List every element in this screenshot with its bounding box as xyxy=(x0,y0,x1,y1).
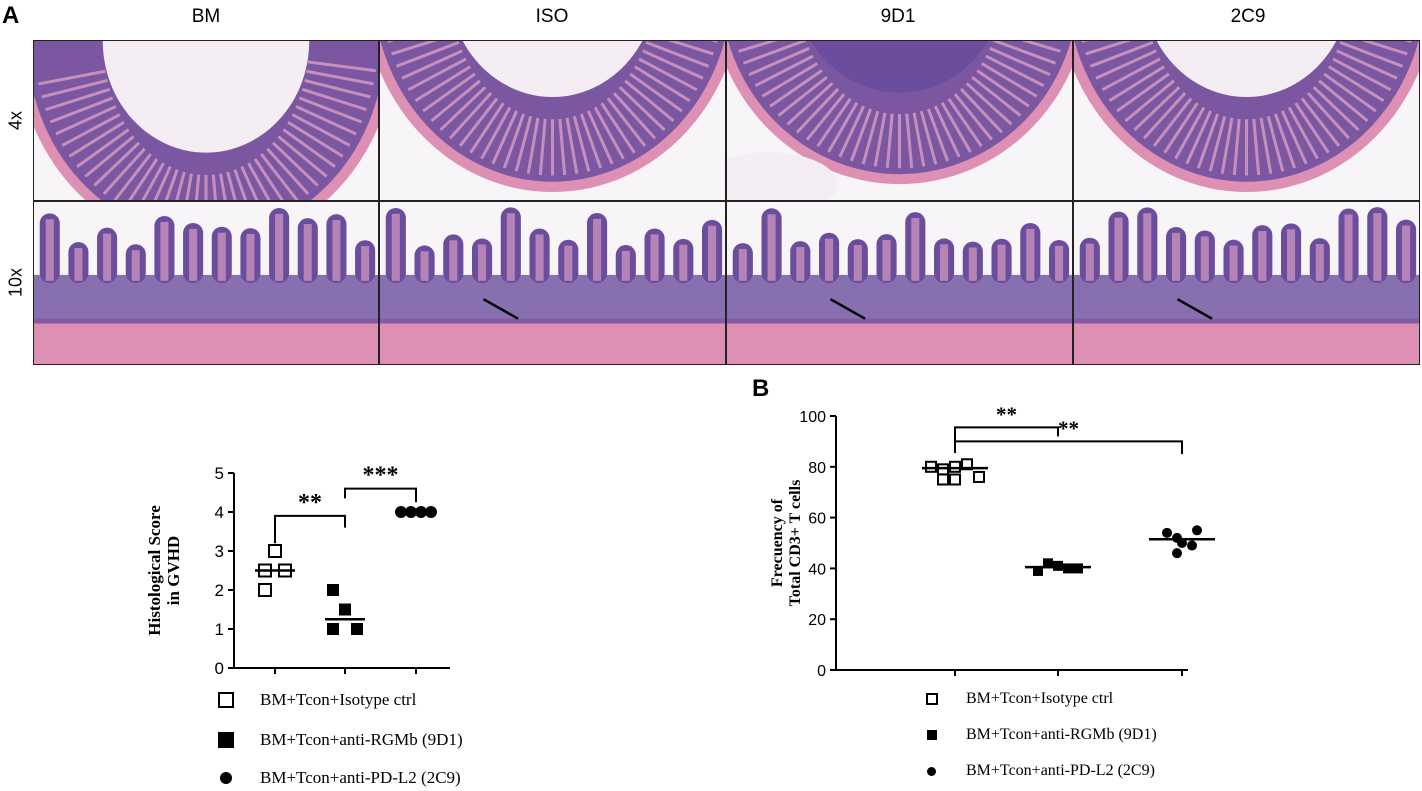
significance-bracket: ** xyxy=(954,402,1059,453)
legend-a-item-isotype: BM+Tcon+Isotype ctrl xyxy=(218,690,416,710)
y-tick-label: 0 xyxy=(215,659,224,678)
y-tick-label: 20 xyxy=(808,612,826,629)
significance-bracket: ** xyxy=(954,416,1183,455)
legend-a-label-2c9: BM+Tcon+anti-PD-L2 (2C9) xyxy=(260,768,461,787)
series-2 xyxy=(325,584,365,635)
data-point xyxy=(1043,558,1053,569)
filled-circle-marker-icon xyxy=(220,772,232,784)
data-point xyxy=(1187,540,1197,551)
significance-bracket: *** xyxy=(344,463,417,503)
y-tick-label: 0 xyxy=(817,663,826,680)
data-point xyxy=(973,470,985,483)
data-point xyxy=(339,603,351,616)
y-tick-label: 40 xyxy=(808,561,826,578)
column-header-iso: ISO xyxy=(535,6,569,27)
data-point xyxy=(1177,538,1187,548)
data-point xyxy=(937,473,949,486)
column-header-bm: BM xyxy=(191,6,221,27)
filled-circle-marker-icon xyxy=(927,766,936,776)
filled-square-marker-icon xyxy=(218,732,234,748)
significance-label: *** xyxy=(363,463,399,489)
legend-a-label-isotype: BM+Tcon+Isotype ctrl xyxy=(260,690,417,709)
legend-a-label-9d1: BM+Tcon+anti-RGMb (9D1) xyxy=(260,730,463,749)
series-1 xyxy=(922,458,988,486)
significance-label: ** xyxy=(298,490,322,516)
legend-b-item-isotype: BM+Tcon+Isotype ctrl xyxy=(924,690,1113,708)
data-point xyxy=(1063,563,1073,574)
series-3 xyxy=(395,506,437,518)
legend-a-item-9d1: BM+Tcon+anti-RGMb (9D1) xyxy=(218,730,463,750)
series-1 xyxy=(255,544,295,597)
series-3 xyxy=(1149,525,1215,559)
y-tick-label: 2 xyxy=(215,581,224,600)
y-axis-label: Frecuency ofTotal CD3+ T cells xyxy=(769,480,804,607)
micrograph-iso-10x xyxy=(379,201,726,365)
y-tick-label: 1 xyxy=(215,620,224,639)
micrograph-9d1-10x xyxy=(726,201,1073,365)
legend-b-label-isotype: BM+Tcon+Isotype ctrl xyxy=(966,690,1114,707)
micrograph-2c9-4x xyxy=(1073,40,1420,201)
panel-label-b: B xyxy=(752,375,770,402)
y-tick-label: 4 xyxy=(215,503,224,522)
data-point xyxy=(327,623,339,635)
significance-label: ** xyxy=(996,402,1017,426)
data-point xyxy=(1192,525,1202,536)
y-tick-label: 100 xyxy=(799,409,826,426)
filled-square-marker-icon xyxy=(927,730,937,740)
legend-b-label-2c9: BM+Tcon+anti-PD-L2 (2C9) xyxy=(966,762,1155,779)
data-point xyxy=(1053,560,1063,571)
row-header-10x: 10x xyxy=(5,267,26,298)
data-point xyxy=(949,473,961,486)
data-point xyxy=(1162,527,1172,538)
series-2 xyxy=(1025,558,1091,576)
row-header-4x: 4x xyxy=(5,111,26,131)
data-point xyxy=(1073,563,1083,574)
y-axis-label: Histological Scorein GVHD xyxy=(145,505,183,636)
significance-bracket: ** xyxy=(274,490,346,544)
legend-b-item-9d1: BM+Tcon+anti-RGMb (9D1) xyxy=(924,726,1157,744)
data-point xyxy=(268,544,282,558)
legend-b-label-9d1: BM+Tcon+anti-RGMb (9D1) xyxy=(966,726,1157,743)
data-point xyxy=(351,623,363,635)
micrograph-iso-4x xyxy=(379,40,726,201)
open-square-marker-icon xyxy=(218,692,234,708)
significance-label: ** xyxy=(1058,416,1079,440)
data-point xyxy=(937,463,949,476)
data-point xyxy=(258,583,272,597)
micrograph-9d1-4x xyxy=(726,40,1073,201)
y-tick-label: 80 xyxy=(808,460,826,477)
legend-b-item-2c9: BM+Tcon+anti-PD-L2 (2C9) xyxy=(924,762,1155,780)
data-point xyxy=(949,460,961,473)
column-header-2c9: 2C9 xyxy=(1230,6,1266,27)
data-point xyxy=(1033,565,1043,576)
data-point xyxy=(1172,548,1182,559)
panel-label-a: A xyxy=(2,2,20,29)
column-header-9d1: 9D1 xyxy=(880,6,916,27)
y-tick-label: 5 xyxy=(215,464,224,483)
data-point xyxy=(925,460,937,473)
micrograph-bm-4x xyxy=(33,40,379,201)
micrograph-bm-10x xyxy=(33,201,379,365)
cd3-frequency-chart: 0 20 40 60 80 100 Frecuency ofTotal CD3+ T cel… xyxy=(769,402,1215,680)
legend-a-item-2c9: BM+Tcon+anti-PD-L2 (2C9) xyxy=(218,768,461,788)
open-square-marker-icon xyxy=(926,693,938,705)
y-tick-label: 3 xyxy=(215,542,224,561)
data-point xyxy=(327,584,339,596)
micrograph-2c9-10x xyxy=(1073,201,1420,365)
y-tick-label: 60 xyxy=(808,511,826,528)
